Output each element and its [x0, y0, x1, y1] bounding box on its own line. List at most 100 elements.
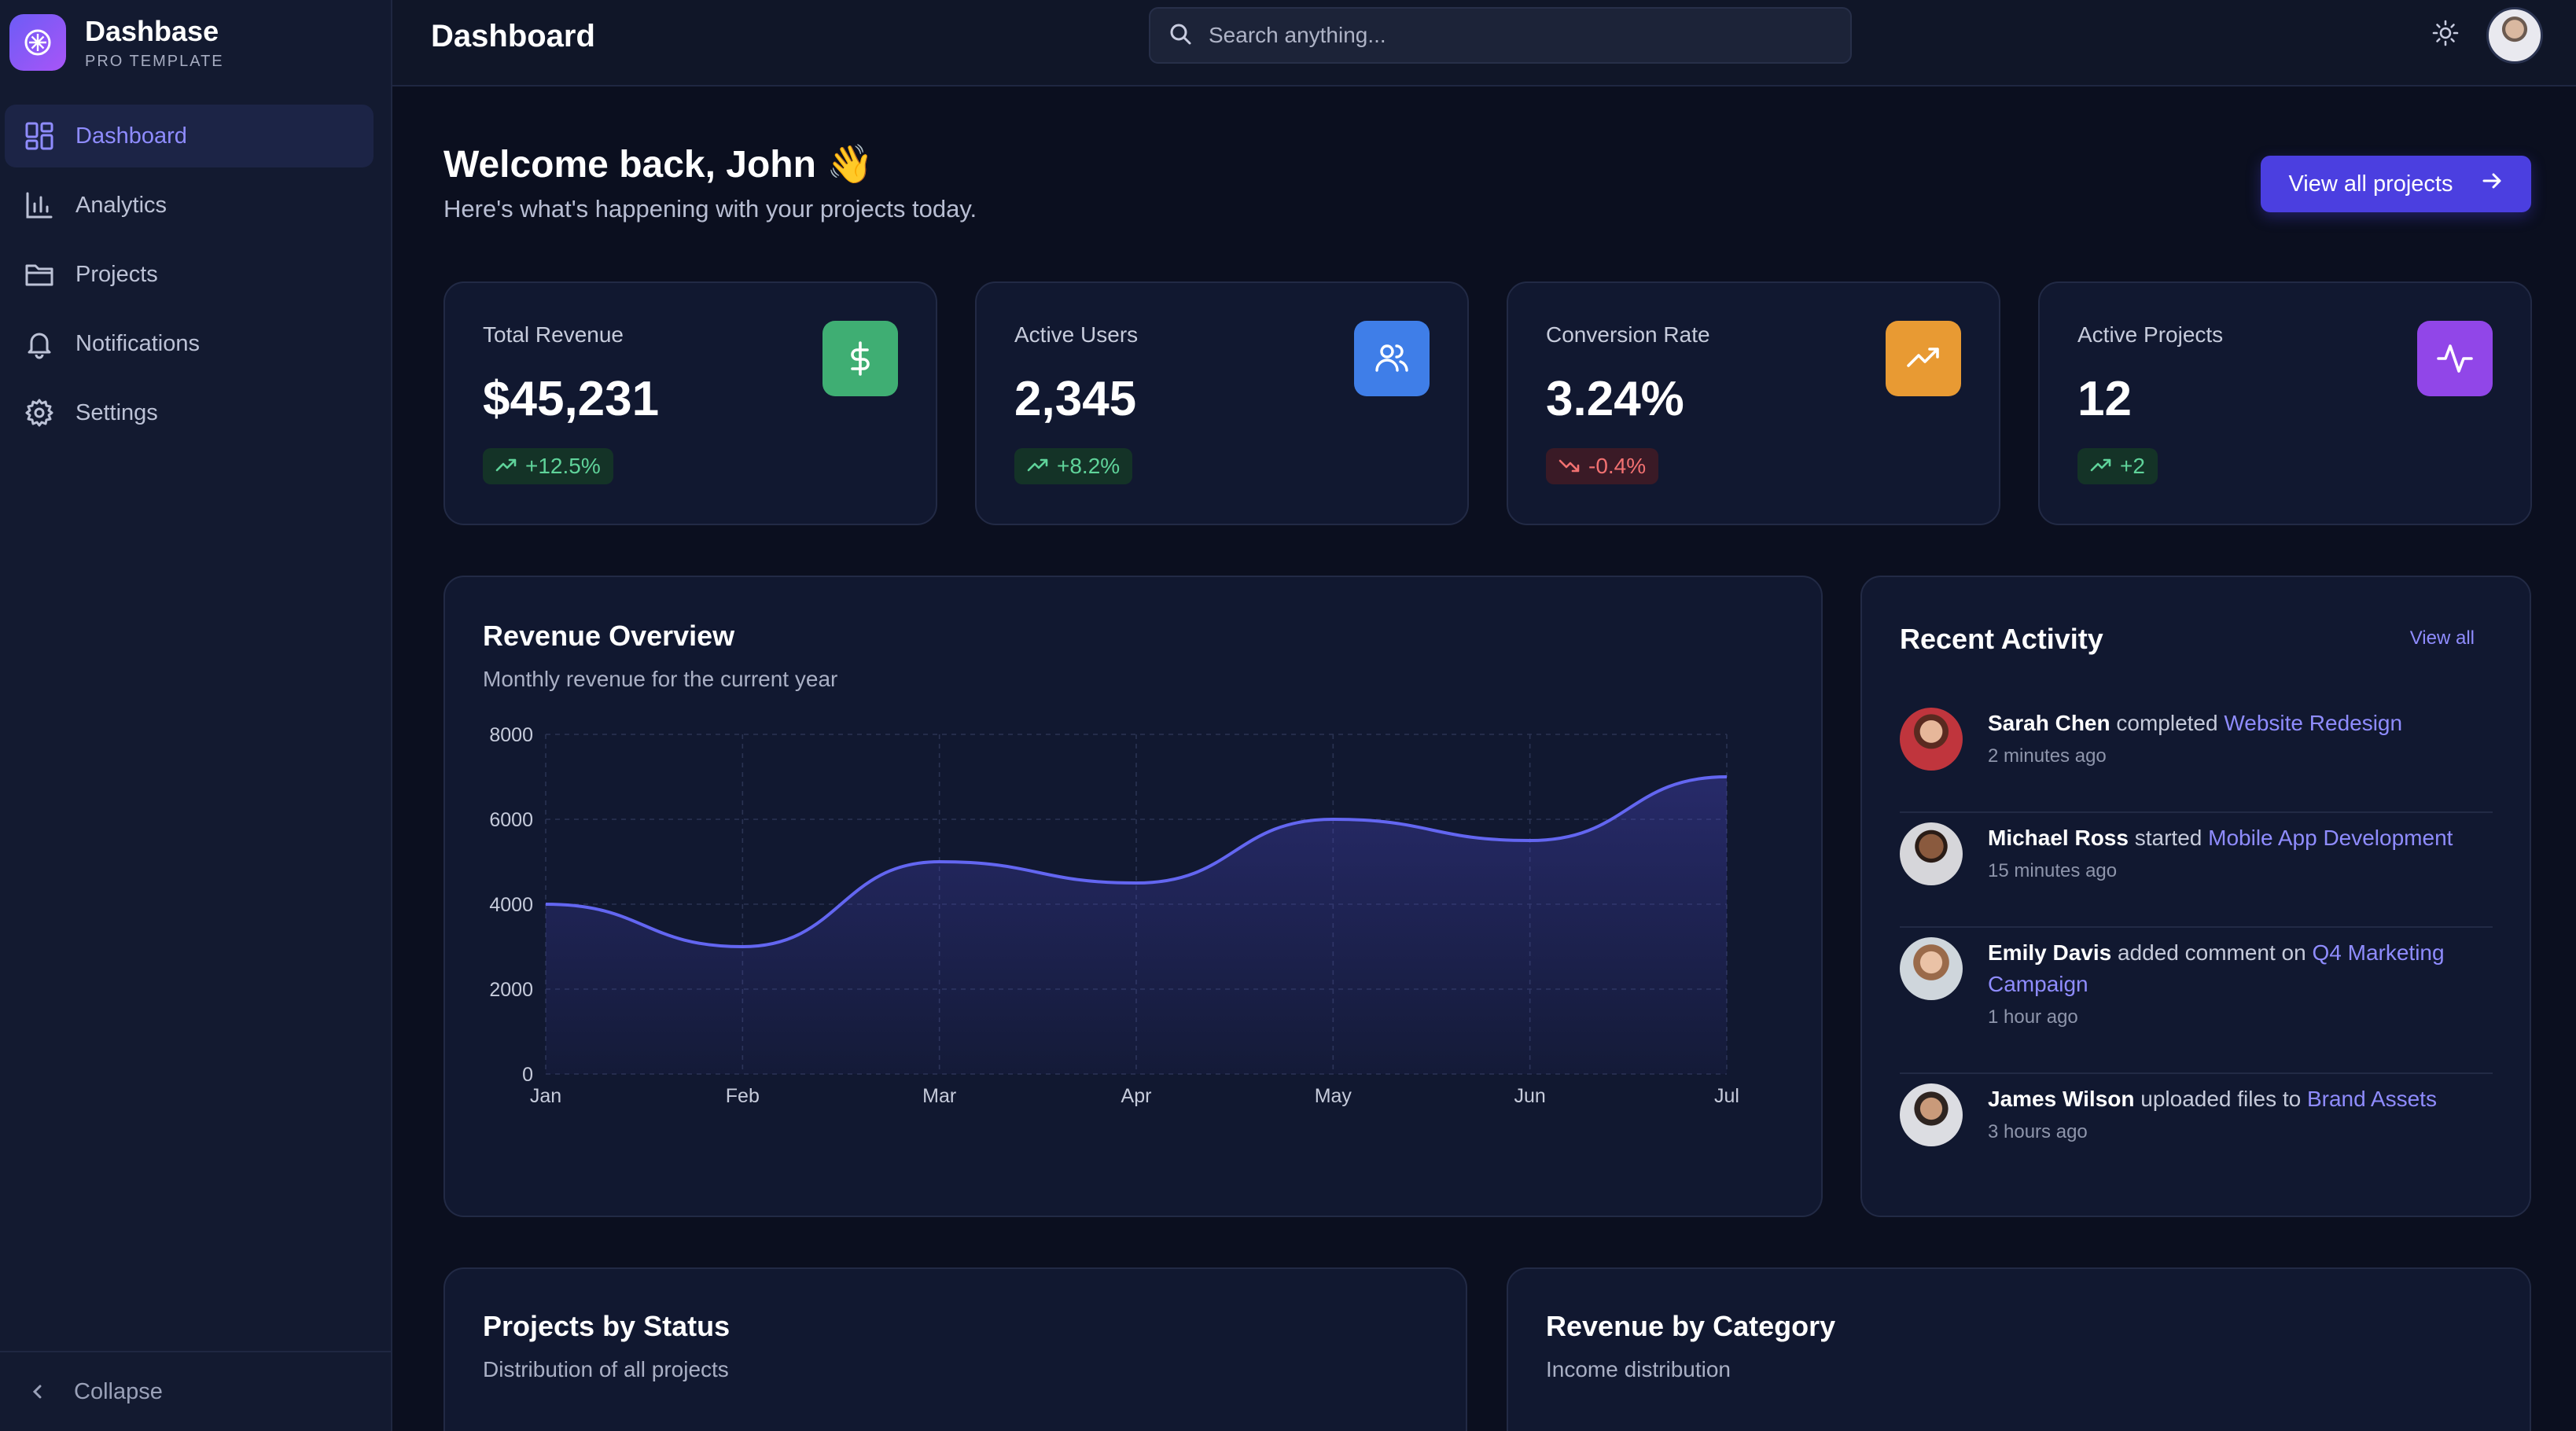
activity-user: Michael Ross — [1988, 826, 2129, 850]
stat-card-active-users[interactable]: Active Users 2,345 +8.2% — [975, 281, 1469, 525]
data-point — [939, 861, 940, 863]
trending-up-icon — [495, 454, 517, 479]
stat-change-value: +2 — [2120, 454, 2145, 478]
divider — [1900, 811, 2493, 813]
sidebar-item-notifications[interactable]: Notifications — [5, 312, 374, 375]
revenue-by-category-title: Revenue by Category — [1546, 1310, 1836, 1342]
activity-item[interactable]: Michael Ross started Mobile App Developm… — [1900, 822, 2493, 909]
activity-user: Emily Davis — [1988, 940, 2112, 965]
x-tick-label: Feb — [726, 1085, 760, 1107]
stat-change-value: -0.4% — [1588, 454, 1647, 478]
theme-toggle-button[interactable] — [2428, 17, 2463, 52]
brand-tagline: PRO TEMPLATE — [85, 52, 224, 70]
activity-icon — [2417, 321, 2493, 396]
arrow-right-icon — [2480, 169, 2504, 199]
avatar — [1900, 1083, 1963, 1146]
activity-time: 1 hour ago — [1988, 1006, 2078, 1028]
activity-action: added comment on — [2117, 940, 2306, 965]
welcome-title: Welcome back, John 👋 — [443, 144, 874, 186]
activity-item[interactable]: Emily Davis added comment on Q4 Marketin… — [1900, 937, 2493, 1039]
sidebar-item-settings[interactable]: Settings — [5, 381, 374, 444]
stat-change-value: +12.5% — [525, 454, 601, 478]
sidebar-item-label: Dashboard — [75, 123, 187, 149]
stat-label: Conversion Rate — [1546, 322, 1710, 347]
activity-target[interactable]: Brand Assets — [2306, 1087, 2437, 1111]
stat-change-value: +8.2% — [1057, 454, 1121, 478]
data-point — [1332, 819, 1334, 820]
projects-by-status-card: Projects by Status Distribution of all p… — [443, 1267, 1467, 1431]
activity-time: 3 hours ago — [1988, 1121, 2088, 1142]
data-point — [1135, 882, 1137, 884]
x-tick-label: Jan — [530, 1085, 561, 1107]
sidebar-item-dashboard[interactable]: Dashboard — [5, 105, 374, 167]
activity-item[interactable]: James Wilson uploaded files to Brand Ass… — [1900, 1083, 2493, 1170]
activity-time: 15 minutes ago — [1988, 860, 2118, 881]
divider — [1900, 926, 2493, 928]
stat-change-badge: +12.5% — [483, 448, 613, 484]
grid-icon — [22, 119, 57, 153]
bar-chart-icon — [22, 188, 57, 223]
recent-activity-card: Recent Activity View all Sarah Chen comp… — [1860, 576, 2531, 1217]
page-title: Dashboard — [431, 19, 595, 53]
view-all-activity-link[interactable]: View all — [2409, 627, 2475, 649]
stat-card-active-projects[interactable]: Active Projects 12 +2 — [2038, 281, 2532, 525]
main-content: Welcome back, John 👋 Here's what's happe… — [392, 86, 2576, 1431]
revenue-overview-card: Revenue Overview Monthly revenue for the… — [443, 576, 1823, 1217]
trending-up-icon — [1886, 321, 1961, 396]
data-point — [1726, 776, 1728, 778]
sidebar-item-label: Notifications — [75, 330, 200, 356]
avatar — [1900, 822, 1963, 885]
activity-user: Sarah Chen — [1988, 711, 2110, 735]
stat-card-total-revenue[interactable]: Total Revenue $45,231 +12.5% — [443, 281, 937, 525]
stat-label: Active Projects — [2077, 322, 2224, 347]
stat-value: 2,345 — [1014, 372, 1137, 426]
x-tick-label: Apr — [1121, 1085, 1152, 1107]
search-box[interactable] — [1149, 7, 1852, 64]
brand[interactable]: Dashbase PRO TEMPLATE — [9, 6, 224, 79]
revenue-by-category-subtitle: Income distribution — [1546, 1357, 1731, 1381]
revenue-by-category-card: Revenue by Category Income distribution — [1507, 1267, 2531, 1431]
stat-card-conversion-rate[interactable]: Conversion Rate 3.24% -0.4% — [1507, 281, 2000, 525]
projects-by-status-subtitle: Distribution of all projects — [483, 1357, 729, 1381]
sidebar-item-label: Projects — [75, 261, 158, 287]
user-avatar[interactable] — [2486, 7, 2543, 64]
collapse-label: Collapse — [74, 1378, 163, 1404]
welcome-subtitle: Here's what's happening with your projec… — [443, 195, 977, 223]
x-tick-label: Jul — [1714, 1085, 1739, 1107]
stat-value: $45,231 — [483, 372, 660, 426]
sun-icon — [2432, 20, 2459, 50]
avatar — [1900, 708, 1963, 771]
activity-text: Emily Davis added comment on Q4 Marketin… — [1988, 937, 2507, 1000]
activity-target[interactable]: Q4 Marketing Campaign — [1988, 940, 2445, 996]
activity-item[interactable]: Sarah Chen completed Website Redesign 2 … — [1900, 708, 2493, 794]
stat-change-badge: +8.2% — [1014, 448, 1133, 484]
revenue-chart: 0 2000 4000 6000 8000 Jan Feb Mar Apr May Jun Jul — [489, 724, 1739, 1107]
revenue-area-fill — [546, 777, 1727, 1074]
sidebar-item-label: Analytics — [75, 192, 167, 218]
search-input[interactable] — [1209, 23, 1822, 48]
activity-user: James Wilson — [1988, 1087, 2135, 1111]
y-tick-label: 2000 — [489, 979, 533, 1001]
chevron-left-icon — [20, 1374, 55, 1409]
sidebar: Dashbase PRO TEMPLATE Dashboard Analytic… — [0, 0, 392, 1431]
brand-logo-icon — [9, 14, 66, 71]
avatar — [1900, 937, 1963, 1000]
sidebar-nav: Dashboard Analytics Projects — [5, 105, 374, 451]
stat-label: Active Users — [1014, 322, 1139, 347]
x-tick-label: Jun — [1514, 1085, 1546, 1107]
activity-text: Sarah Chen completed Website Redesign — [1988, 708, 2507, 739]
trending-up-icon — [1027, 454, 1049, 479]
sidebar-item-analytics[interactable]: Analytics — [5, 174, 374, 237]
gear-icon — [22, 395, 57, 430]
activity-target[interactable]: Mobile App Development — [2208, 826, 2453, 850]
collapse-button[interactable]: Collapse — [0, 1351, 391, 1431]
trending-up-icon — [2090, 454, 2112, 479]
y-tick-label: 8000 — [489, 724, 533, 746]
x-tick-label: May — [1315, 1085, 1352, 1107]
activity-time: 2 minutes ago — [1988, 745, 2107, 767]
bell-icon — [22, 326, 57, 361]
sidebar-item-projects[interactable]: Projects — [5, 243, 374, 306]
activity-text: James Wilson uploaded files to Brand Ass… — [1988, 1083, 2507, 1115]
activity-target[interactable]: Website Redesign — [2224, 711, 2403, 735]
view-all-projects-button[interactable]: View all projects — [2261, 156, 2531, 212]
